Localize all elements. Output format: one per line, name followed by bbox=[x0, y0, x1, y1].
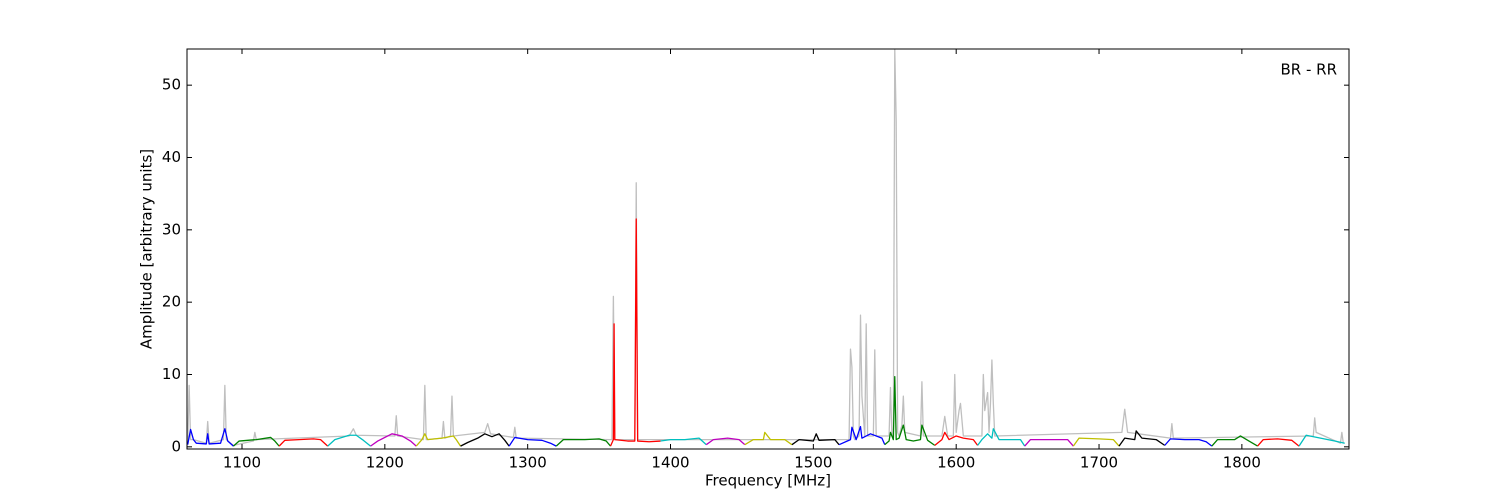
spectrum-line bbox=[705, 437, 746, 446]
y-tick-label: 20 bbox=[162, 293, 181, 311]
x-tick-label: 1600 bbox=[937, 454, 975, 472]
spectrum-line bbox=[1257, 438, 1300, 447]
y-tick-label: 10 bbox=[162, 365, 181, 383]
spectrum-line bbox=[1118, 430, 1166, 447]
spectrum-line bbox=[934, 431, 979, 446]
x-tick-label: 1200 bbox=[366, 454, 404, 472]
spectrum-line bbox=[415, 433, 462, 447]
spectrum-line bbox=[791, 433, 840, 446]
x-tick-label: 1700 bbox=[1080, 454, 1118, 472]
y-tick-label: 40 bbox=[162, 148, 181, 166]
spectrum-line bbox=[460, 433, 510, 447]
x-tick-label: 1500 bbox=[794, 454, 832, 472]
spectrum-line bbox=[187, 428, 234, 447]
plot-area bbox=[187, 49, 1345, 447]
spectrum-line bbox=[1024, 438, 1074, 447]
y-tick-label: 50 bbox=[162, 76, 181, 94]
spectrum-line bbox=[1211, 435, 1258, 447]
spectrum-line bbox=[370, 433, 417, 447]
x-axis-label: Frequency [MHz] bbox=[705, 472, 831, 490]
spectrum-line bbox=[278, 438, 329, 447]
ticks: 1100 1200 1300 1400 1500 1600 1700 1800 0 10 20 30 4… bbox=[162, 49, 1349, 472]
spectrum-line bbox=[508, 436, 557, 447]
spectrum-line bbox=[1298, 434, 1345, 447]
spectrum-line bbox=[660, 437, 707, 446]
spectrum-line bbox=[1072, 437, 1120, 447]
x-tick-label: 1800 bbox=[1223, 454, 1261, 472]
spectrum-line bbox=[555, 438, 612, 447]
spectrum-line bbox=[1164, 438, 1213, 447]
x-tick-label: 1300 bbox=[509, 454, 547, 472]
spectrum-line bbox=[744, 431, 793, 446]
spectrum-line bbox=[609, 218, 661, 447]
x-tick-label: 1400 bbox=[651, 454, 689, 472]
spectrum-line bbox=[977, 428, 1026, 447]
annotation: BR - RR bbox=[1280, 61, 1337, 79]
y-tick-label: 30 bbox=[162, 220, 181, 238]
spectrum-line bbox=[838, 425, 886, 446]
y-tick-label: 0 bbox=[171, 437, 181, 455]
spectrum-line bbox=[327, 434, 371, 447]
x-tick-label: 1100 bbox=[223, 454, 261, 472]
spectrum-line bbox=[232, 436, 280, 447]
spectrum-line bbox=[884, 376, 936, 446]
axes-frame bbox=[186, 48, 1350, 450]
y-axis-label: Amplitude [arbitrary units] bbox=[138, 149, 156, 349]
